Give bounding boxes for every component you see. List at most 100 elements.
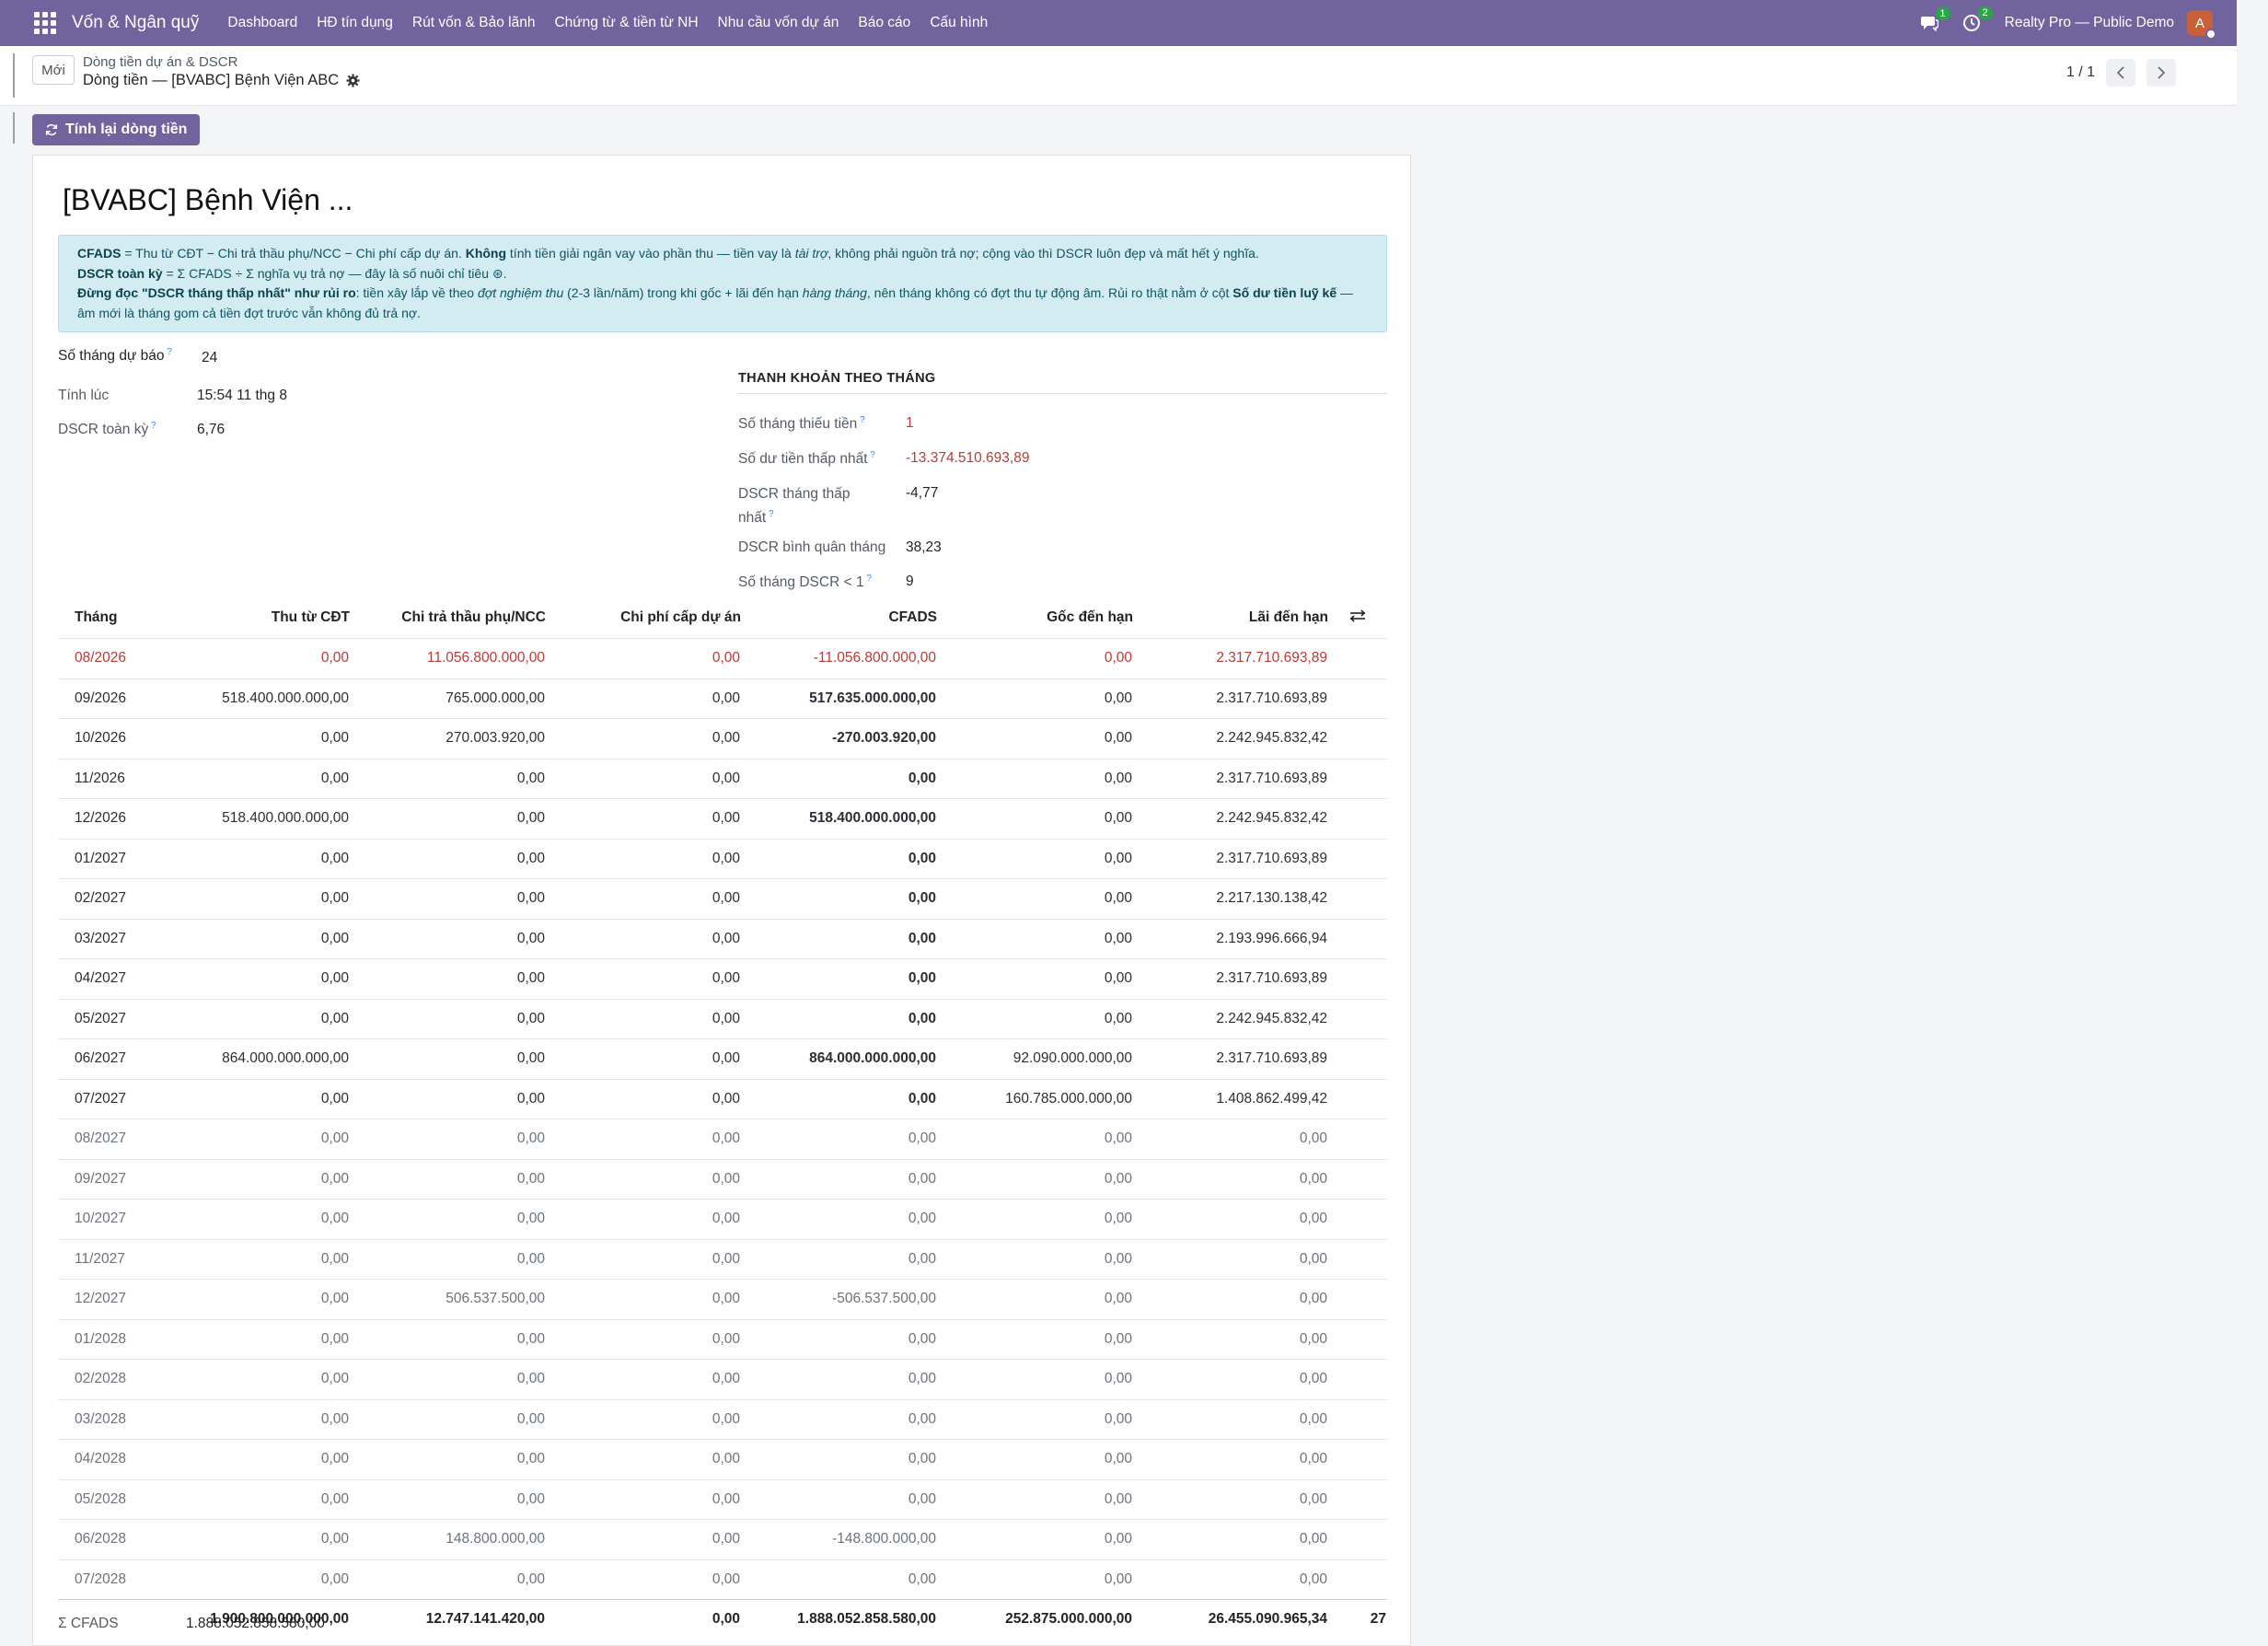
cell-owner-receipts: 0,00	[154, 1318, 350, 1360]
cell-interest-due: 2.193.996.666,94	[1133, 918, 1328, 959]
help-icon[interactable]: ?	[148, 421, 156, 431]
help-icon[interactable]: ?	[863, 574, 872, 584]
liquidity-section-title: THANH KHOẢN THEO THÁNG	[738, 371, 1387, 394]
table-row[interactable]: 03/2028 0,00 0,00 0,00 0,00 0,00 0,00	[58, 1398, 1387, 1440]
new-button[interactable]: Mới	[32, 55, 75, 85]
table-row[interactable]: 10/2026 0,00 270.003.920,00 0,00 -270.003.92…	[58, 718, 1387, 759]
pager-next-button[interactable]	[2146, 59, 2176, 87]
shortfall-months-value: 1	[906, 415, 914, 431]
table-row[interactable]: 01/2027 0,00 0,00 0,00 0,00 0,00 2.317.710.693…	[58, 838, 1387, 879]
help-icon[interactable]: ?	[164, 347, 172, 357]
col-project-costs[interactable]: Chi phí cấp dự án	[620, 609, 741, 625]
menu-reports[interactable]: Báo cáo	[858, 15, 911, 30]
total-owner-receipts: 1.900.800.000.000,00	[154, 1599, 350, 1639]
cell-project-costs: 0,00	[546, 918, 741, 959]
help-icon[interactable]: ?	[867, 450, 875, 460]
user-avatar[interactable]: A	[2187, 10, 2216, 40]
cell-interest-due: 0,00	[1133, 1519, 1328, 1559]
cell-cfads: 0,00	[741, 1559, 937, 1600]
cell-cfads: 517.635.000.000,00	[741, 678, 937, 719]
table-row[interactable]: 11/2026 0,00 0,00 0,00 0,00 0,00 2.317.710.693…	[58, 758, 1387, 799]
table-row[interactable]: 07/2028 0,00 0,00 0,00 0,00 0,00 0,00	[58, 1559, 1387, 1600]
cell-overflow	[1328, 1199, 1387, 1239]
table-row[interactable]: 05/2027 0,00 0,00 0,00 0,00 0,00 2.242.945.832…	[58, 998, 1387, 1039]
cell-subcontractor-payments: 0,00	[350, 798, 546, 839]
menu-dashboard[interactable]: Dashboard	[227, 15, 298, 30]
cell-subcontractor-payments: 0,00	[350, 998, 546, 1039]
recalculate-label: Tính lại dòng tiền	[65, 122, 188, 137]
table-row[interactable]: 08/2026 0,00 11.056.800.000,00 0,00 -11.056.…	[58, 638, 1387, 678]
cell-owner-receipts: 0,00	[154, 1078, 350, 1119]
col-owner-receipts[interactable]: Thu từ CĐT	[271, 609, 350, 625]
col-cfads[interactable]: CFADS	[888, 609, 937, 625]
table-row[interactable]: 04/2027 0,00 0,00 0,00 0,00 0,00 2.317.710.693…	[58, 958, 1387, 999]
app-title[interactable]: Vốn & Ngân quỹ	[72, 13, 200, 32]
help-icon[interactable]: ?	[857, 415, 865, 425]
table-row[interactable]: 12/2027 0,00 506.537.500,00 0,00 -506.537.50…	[58, 1279, 1387, 1319]
table-row[interactable]: 07/2027 0,00 0,00 0,00 0,00 160.785.000.000,0…	[58, 1078, 1387, 1119]
gear-icon[interactable]	[346, 74, 360, 87]
cell-cfads: -270.003.920,00	[741, 718, 937, 759]
cell-cfads: 864.000.000.000,00	[741, 1038, 937, 1079]
cell-overflow	[1328, 1279, 1387, 1319]
table-row[interactable]: 06/2027 864.000.000.000,00 0,00 0,00 864.000…	[58, 1038, 1387, 1079]
activities-button[interactable]: 2	[1962, 6, 1993, 32]
menu-bank-documents[interactable]: Chứng từ & tiền từ NH	[554, 15, 699, 30]
menu-drawdown-guarantee[interactable]: Rút vốn & Bảo lãnh	[411, 15, 536, 30]
col-interest-due[interactable]: Lãi đến hạn	[1248, 609, 1328, 625]
table-row[interactable]: 05/2028 0,00 0,00 0,00 0,00 0,00 0,00	[58, 1478, 1387, 1520]
cell-owner-receipts: 0,00	[154, 1359, 350, 1399]
menu-credit-contracts[interactable]: HĐ tín dụng	[317, 15, 393, 30]
cell-subcontractor-payments: 0,00	[350, 1078, 546, 1119]
table-row[interactable]: 11/2027 0,00 0,00 0,00 0,00 0,00 0,00	[58, 1238, 1387, 1280]
menu-configuration[interactable]: Cấu hình	[930, 15, 989, 30]
cell-owner-receipts: 0,00	[154, 1158, 350, 1200]
help-icon[interactable]: ?	[766, 509, 774, 519]
recalculate-cashflow-button[interactable]: Tính lại dòng tiền	[32, 114, 201, 145]
table-row[interactable]: 09/2027 0,00 0,00 0,00 0,00 0,00 0,00	[58, 1158, 1387, 1200]
messages-button[interactable]: 1	[1920, 7, 1950, 31]
table-row[interactable]: 01/2028 0,00 0,00 0,00 0,00 0,00 0,00	[58, 1318, 1387, 1360]
pager-value[interactable]: 1 / 1	[2066, 64, 2095, 80]
presence-status-icon	[2205, 29, 2216, 40]
company-switcher[interactable]: Realty Pro — Public Demo	[2004, 15, 2174, 30]
cell-subcontractor-payments: 0,00	[350, 1318, 546, 1360]
col-principal-due[interactable]: Gốc đến hạn	[1047, 609, 1133, 625]
optional-columns-toggle[interactable]	[1328, 597, 1387, 639]
sum-cfads-value: 1.888.052.858.580,00	[186, 1616, 325, 1631]
app-grid-icon[interactable]	[33, 11, 57, 35]
table-row[interactable]: 04/2028 0,00 0,00 0,00 0,00 0,00 0,00	[58, 1439, 1387, 1479]
breadcrumb-parent[interactable]: Dòng tiền dự án & DSCR	[83, 54, 238, 70]
cell-owner-receipts: 0,00	[154, 918, 350, 959]
table-row[interactable]: 02/2027 0,00 0,00 0,00 0,00 0,00 2.217.130.138…	[58, 878, 1387, 919]
table-row[interactable]: 08/2027 0,00 0,00 0,00 0,00 0,00 0,00	[58, 1119, 1387, 1159]
cell-principal-due: 0,00	[937, 758, 1133, 799]
col-subcontractor-payments[interactable]: Chi trả thầu phụ/NCC	[401, 609, 546, 625]
table-row[interactable]: 09/2026 518.400.000.000,00 765.000.000,00 0…	[58, 678, 1387, 719]
cell-interest-due: 0,00	[1133, 1119, 1328, 1159]
cell-month: 02/2028	[58, 1359, 154, 1399]
cell-project-costs: 0,00	[546, 1158, 741, 1200]
cell-interest-due: 0,00	[1133, 1238, 1328, 1280]
table-row[interactable]: 06/2028 0,00 148.800.000,00 0,00 -148.800.00…	[58, 1519, 1387, 1559]
table-row[interactable]: 03/2027 0,00 0,00 0,00 0,00 0,00 2.193.996.666…	[58, 918, 1387, 959]
cell-month: 11/2027	[58, 1238, 154, 1280]
table-row[interactable]: 10/2027 0,00 0,00 0,00 0,00 0,00 0,00	[58, 1199, 1387, 1239]
table-row[interactable]: 12/2026 518.400.000.000,00 0,00 0,00 518.400…	[58, 798, 1387, 839]
cell-interest-due: 0,00	[1133, 1199, 1328, 1239]
cell-principal-due: 0,00	[937, 1478, 1133, 1520]
cell-month: 06/2028	[58, 1519, 154, 1559]
cell-project-costs: 0,00	[546, 1119, 741, 1159]
col-month[interactable]: Tháng	[75, 609, 118, 625]
cell-cfads: -506.537.500,00	[741, 1279, 937, 1319]
cell-owner-receipts: 0,00	[154, 758, 350, 799]
cell-month: 07/2027	[58, 1078, 154, 1119]
cell-overflow	[1328, 1119, 1387, 1159]
cell-subcontractor-payments: 765.000.000,00	[350, 678, 546, 719]
pager-previous-button[interactable]	[2106, 59, 2135, 87]
menu-project-capital-needs[interactable]: Nhu cầu vốn dự án	[717, 15, 839, 30]
cell-owner-receipts: 0,00	[154, 998, 350, 1039]
forecast-months-field[interactable]: 24	[202, 350, 218, 365]
table-row[interactable]: 02/2028 0,00 0,00 0,00 0,00 0,00 0,00	[58, 1359, 1387, 1399]
cell-principal-due: 0,00	[937, 1559, 1133, 1600]
